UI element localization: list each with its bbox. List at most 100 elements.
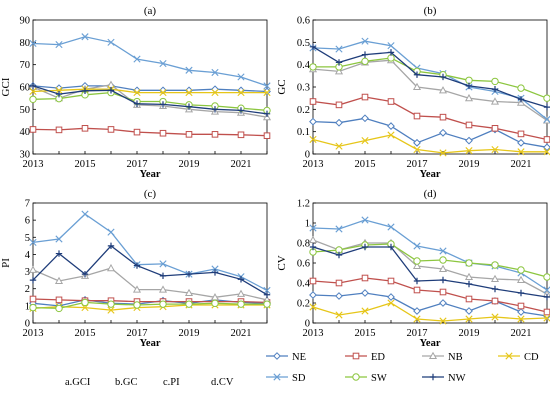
data-point <box>236 289 246 297</box>
data-point <box>387 243 395 251</box>
footnote-d: d.CV <box>211 377 234 388</box>
data-point <box>465 82 473 90</box>
data-point <box>237 86 245 95</box>
data-point <box>491 125 499 132</box>
data-point <box>159 272 167 280</box>
data-point <box>543 148 550 156</box>
data-point <box>185 131 193 138</box>
data-point <box>439 288 447 296</box>
legend-item-ED: ED <box>345 352 385 363</box>
data-point <box>185 300 193 308</box>
data-point <box>517 148 525 156</box>
data-point <box>237 276 245 283</box>
data-point <box>335 101 343 109</box>
x-tick-label: 2017 <box>407 328 428 339</box>
series-NE <box>309 289 550 320</box>
data-point <box>237 300 245 308</box>
data-point <box>361 51 369 58</box>
data-point <box>159 129 167 137</box>
series-line <box>312 246 548 298</box>
data-point <box>438 264 448 273</box>
data-point <box>55 304 63 313</box>
data-point <box>387 98 395 105</box>
data-point <box>439 149 447 157</box>
data-point <box>237 107 245 114</box>
data-point <box>263 300 271 308</box>
series-line <box>32 301 267 310</box>
data-point <box>490 97 500 105</box>
data-point <box>29 295 37 303</box>
chart-panel-d: (d) CV Year 0 0.2 0.4 0.6 0.8 1 1.2 2013 2015 2017 20… <box>276 188 550 349</box>
y-tick-label: 0.3 <box>297 83 310 94</box>
legend-marker <box>429 373 437 381</box>
y-tick-label: 80 <box>20 38 31 49</box>
x-axis-label: Year <box>420 169 441 180</box>
data-point <box>159 86 167 95</box>
series-line <box>312 134 547 154</box>
data-point <box>211 68 219 77</box>
panel-title: (c) <box>144 188 157 200</box>
chart-panel-c: (c) PI Year 0 1 2 3 4 5 6 7 2013 2015 2017 2019 2021 <box>0 188 272 349</box>
y-tick-label: 6 <box>25 216 30 227</box>
data-point <box>211 106 219 113</box>
data-point <box>29 126 37 133</box>
data-point <box>361 307 369 315</box>
data-point <box>387 131 395 139</box>
y-tick-label: 4 <box>25 250 31 261</box>
series-CD <box>29 85 271 97</box>
data-point <box>185 270 193 278</box>
legend-item-NE: NE <box>266 352 306 363</box>
data-point <box>159 59 167 68</box>
data-point <box>491 145 499 154</box>
series-line <box>312 40 548 120</box>
chart-panel-b: (b) GC Year 0 0.1 0.2 0.3 0.4 0.5 0.6 2013 2015 2017… <box>276 5 550 180</box>
data-point <box>413 315 421 323</box>
x-axis-label: Year <box>140 338 161 349</box>
data-point <box>335 225 343 233</box>
data-point <box>412 82 422 91</box>
y-axis-label: PI <box>0 258 12 268</box>
data-point <box>543 103 550 111</box>
footnote-a: a.GCI <box>65 377 91 388</box>
data-point <box>309 135 317 144</box>
series-line <box>32 304 267 311</box>
data-point <box>517 289 525 297</box>
data-point <box>465 259 473 267</box>
data-point <box>464 272 474 281</box>
data-point <box>517 315 525 323</box>
x-tick-label: 2019 <box>459 328 480 339</box>
series-line <box>32 36 268 87</box>
data-point <box>439 113 447 121</box>
data-point <box>309 43 317 50</box>
data-point <box>439 276 447 284</box>
data-point <box>413 257 421 265</box>
data-point <box>516 275 526 284</box>
series-line <box>312 96 548 141</box>
x-tick-label: 2017 <box>127 328 148 339</box>
data-point <box>465 121 473 129</box>
y-axis-label: GCI <box>0 77 12 96</box>
y-tick-label: 0.4 <box>297 60 311 71</box>
data-point <box>211 131 219 138</box>
data-point <box>543 293 550 301</box>
y-tick-label: 0.4 <box>297 279 311 290</box>
data-point <box>133 100 141 107</box>
data-point <box>335 118 343 127</box>
footnote: a.GCI b.GC c.PI d.CV <box>65 377 234 388</box>
data-point <box>133 128 141 136</box>
data-point <box>263 286 271 295</box>
data-point <box>412 261 422 270</box>
data-point <box>159 300 167 308</box>
data-point <box>439 256 447 264</box>
data-point <box>107 87 115 94</box>
panel-title: (b) <box>424 5 437 17</box>
plot-frame <box>32 202 268 324</box>
series-line <box>32 127 268 137</box>
footnote-b: b.GC <box>115 377 137 388</box>
chart-panel-a: (a) GCI Year 30 40 50 60 70 80 90 2013 2015 2017 2019… <box>0 5 272 180</box>
data-point <box>55 235 63 243</box>
y-tick-label: 0.6 <box>297 259 310 270</box>
data-point <box>55 86 63 94</box>
data-point <box>237 131 245 139</box>
